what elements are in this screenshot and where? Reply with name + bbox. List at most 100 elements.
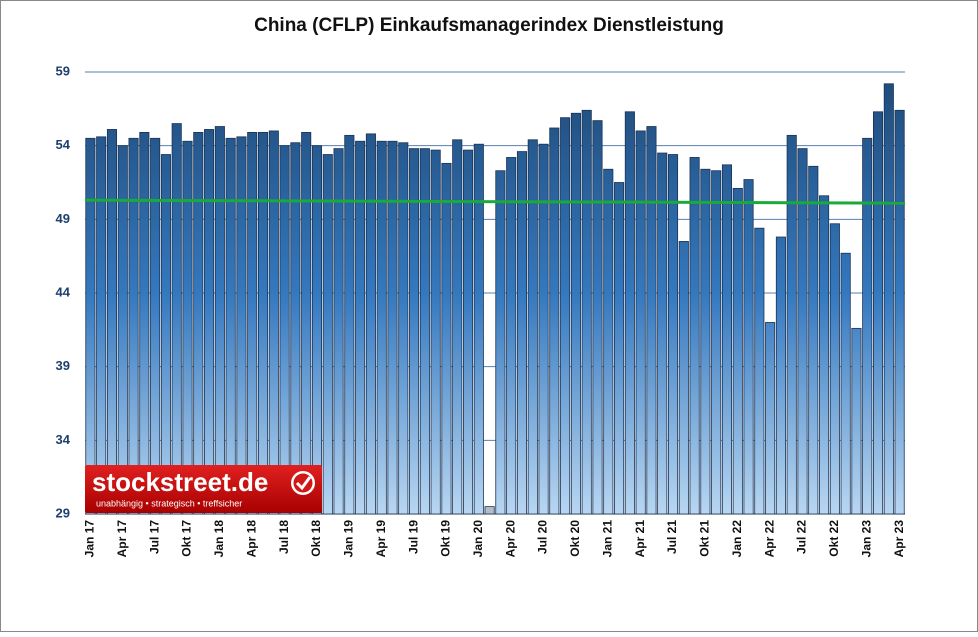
trend-line — [84, 198, 906, 205]
x-tick-label: Apr 21 — [633, 520, 647, 558]
bar — [506, 157, 517, 515]
bar — [268, 130, 279, 515]
bar — [581, 109, 592, 515]
x-tick-label: Okt 22 — [827, 520, 841, 557]
bar — [376, 140, 387, 515]
x-tick-label: Okt 19 — [439, 520, 453, 557]
y-tick-label: 49 — [56, 211, 70, 226]
bar — [646, 126, 657, 515]
x-tick-label: Apr 20 — [503, 520, 517, 558]
x-tick-label: Apr 18 — [244, 520, 258, 558]
bar — [775, 236, 786, 515]
x-tick-label: Apr 17 — [115, 520, 129, 558]
bar — [516, 151, 528, 515]
logo-box — [85, 465, 322, 513]
bar — [106, 129, 118, 515]
bar — [214, 126, 225, 515]
logo-tagline: unabhängig • strategisch • treffsicher — [96, 498, 242, 508]
bar — [872, 111, 884, 515]
bar — [409, 148, 420, 515]
logo-icon-inner — [293, 473, 313, 493]
logo-name: stockstreet.de — [92, 467, 268, 497]
x-tick-label: Okt 20 — [568, 520, 582, 557]
y-tick-label: 44 — [56, 284, 71, 299]
bar — [85, 137, 96, 515]
y-tick-label: 39 — [56, 358, 70, 373]
bar — [236, 136, 247, 515]
bar — [711, 170, 722, 515]
bar — [754, 227, 765, 515]
bar — [829, 223, 840, 515]
x-tick-label: Jul 20 — [536, 520, 550, 554]
bar — [592, 120, 603, 515]
bar — [419, 148, 430, 515]
bar — [743, 179, 754, 515]
bar — [452, 139, 463, 515]
x-tick-label: Jan 20 — [471, 520, 485, 558]
x-tick-label: Jan 21 — [600, 520, 614, 558]
bar — [732, 187, 743, 515]
bar — [570, 112, 581, 515]
bar — [689, 157, 700, 515]
bar — [182, 140, 193, 515]
bar — [527, 139, 538, 515]
bar — [257, 132, 269, 515]
bar — [840, 252, 851, 515]
x-tick-label: Jul 22 — [795, 520, 809, 554]
bar — [700, 168, 711, 515]
bar — [430, 149, 441, 515]
x-tick-label: Apr 22 — [762, 520, 776, 558]
logo-check — [295, 476, 312, 491]
y-tick-label: 34 — [56, 432, 71, 447]
y-tick-label: 59 — [56, 63, 70, 78]
bar — [322, 154, 333, 515]
bar — [171, 123, 182, 515]
bar — [549, 127, 560, 515]
bar — [657, 152, 668, 515]
bar — [193, 132, 204, 515]
y-tick-label: 54 — [56, 137, 71, 152]
x-tick-label: Jul 17 — [147, 520, 161, 554]
x-tick-label: Jan 22 — [730, 520, 744, 558]
bar — [851, 327, 862, 515]
bar — [614, 182, 625, 515]
bar — [765, 322, 776, 515]
bar — [667, 154, 679, 515]
bar — [560, 117, 571, 515]
bar — [894, 109, 905, 515]
x-tick-label: Jul 19 — [406, 520, 420, 554]
bar — [344, 134, 355, 515]
bar — [538, 143, 549, 515]
bar — [441, 162, 452, 515]
x-tick-label: Jan 23 — [859, 520, 873, 558]
bar — [678, 241, 689, 515]
bar — [128, 137, 139, 515]
bar — [247, 132, 258, 515]
bar — [635, 130, 646, 515]
bar — [398, 142, 409, 515]
x-tick-label: Jan 17 — [83, 520, 97, 558]
bar — [365, 133, 376, 515]
bar — [96, 136, 107, 515]
bar — [797, 148, 808, 515]
bar — [721, 164, 733, 515]
x-tick-label: Okt 18 — [309, 520, 323, 557]
bar — [473, 143, 484, 515]
bar — [603, 168, 614, 515]
bar — [225, 137, 236, 515]
bar — [484, 506, 495, 515]
bar — [150, 137, 161, 515]
x-tick-label: Apr 19 — [374, 520, 388, 558]
bar — [204, 129, 215, 515]
bar — [301, 132, 312, 515]
x-tick-label: Okt 21 — [698, 520, 712, 557]
bar — [862, 137, 873, 515]
bar — [624, 111, 635, 515]
bar — [883, 83, 894, 515]
x-tick-label: Okt 17 — [180, 520, 194, 557]
bar — [160, 154, 171, 515]
bar — [462, 149, 474, 515]
bar — [333, 148, 344, 515]
x-tick-label: Jul 21 — [665, 520, 679, 554]
